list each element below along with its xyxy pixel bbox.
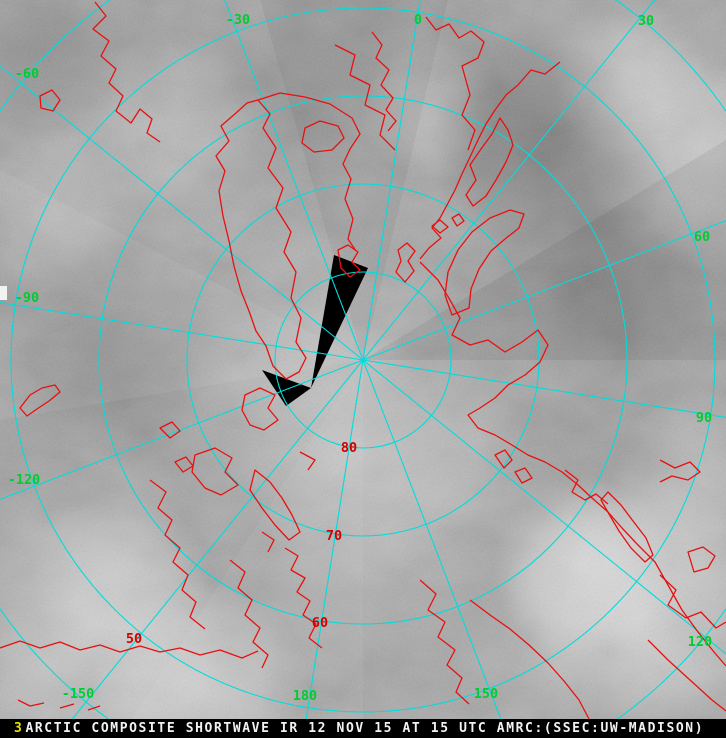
meridian-line <box>362 359 509 738</box>
missing-data-wedge <box>311 255 368 388</box>
lon-label: 120 <box>688 634 712 650</box>
meridian-line <box>0 359 364 500</box>
lon-label: 60 <box>694 229 710 245</box>
meridian-line <box>362 0 656 361</box>
lon-label: 180 <box>293 688 317 704</box>
grid-labels: 0 30 60 90 120 150 180 -150 -120 -90 -60 -30 80 70 60 5… <box>8 12 712 704</box>
coastline-lake-baikal <box>600 491 726 629</box>
coastline-bering-islands <box>261 531 275 553</box>
coastline-kamchatka-east <box>647 639 726 712</box>
missing-data-wedges <box>262 255 368 406</box>
latitude-circle-80 <box>274 271 452 449</box>
coastline-iceland <box>301 120 345 153</box>
meridian-line <box>302 359 364 738</box>
lon-label: 150 <box>474 686 498 702</box>
caption-text: ARCTIC COMPOSITE SHORTWAVE IR 12 NOV 15 … <box>25 721 705 736</box>
lat-label: 80 <box>341 440 357 456</box>
coastline-alaska-interior <box>149 479 206 630</box>
lon-label: -30 <box>226 12 250 28</box>
coastline-novaya-zemlya <box>444 209 525 316</box>
image-artifact <box>0 286 7 300</box>
lon-label: -90 <box>15 290 39 306</box>
coastline-kamchatka <box>419 579 470 705</box>
coastline-alaska-south <box>0 640 259 659</box>
coastline-peary-land <box>337 244 361 278</box>
coastline-north-sea-coast <box>334 44 396 151</box>
coastline-ellesmere <box>241 387 279 431</box>
coastline-lake-winnipeg <box>19 384 61 417</box>
coastline-greenland-east <box>215 99 307 380</box>
lon-label: -120 <box>8 472 41 488</box>
coastline-overlay <box>0 1 726 720</box>
meridian-line <box>362 220 726 361</box>
white-artifact <box>0 286 7 300</box>
lon-label: 0 <box>414 12 422 28</box>
frame-number-label: 3 <box>14 721 24 736</box>
meridian-line <box>362 359 726 655</box>
meridian-line <box>0 65 364 361</box>
coastline-britain <box>371 31 397 132</box>
coastline-bothnia <box>465 117 514 207</box>
coastline-okhotsk-coast <box>469 599 590 720</box>
coastline-gulf-island <box>39 89 61 112</box>
coastline-archipelago-bits <box>159 421 316 473</box>
coastline-newfoundland <box>92 1 161 143</box>
meridian-line <box>362 0 421 361</box>
coastline-russia-coast <box>419 261 726 667</box>
meridian-line <box>224 0 364 361</box>
coastline-norway-coast <box>419 61 561 260</box>
meridian-line <box>56 359 364 738</box>
missing-data-wedge <box>262 370 311 406</box>
coastline-greenland-north <box>257 92 361 252</box>
coastline-victoria-banks <box>191 447 239 496</box>
coastline-baffin <box>249 469 301 541</box>
coastline-severnaya-zemlya <box>494 449 533 484</box>
lat-label: 60 <box>312 615 328 631</box>
lon-label: -150 <box>62 686 95 702</box>
coastline-kolyma-rivers <box>659 459 701 483</box>
coastline-europe-coast <box>425 16 485 151</box>
lon-label: 90 <box>696 410 712 426</box>
caption-bar: 3 ARCTIC COMPOSITE SHORTWAVE IR 12 NOV 15… <box>0 719 726 738</box>
coastline-svalbard <box>395 242 416 283</box>
coastline-asia-lake <box>687 546 716 573</box>
meridian-line <box>0 301 364 361</box>
coastline-lena-rivers <box>564 469 609 505</box>
lon-label: -60 <box>15 66 39 82</box>
latitude-circle-60 <box>98 95 628 625</box>
lat-label: 50 <box>126 631 142 647</box>
lon-label: 30 <box>638 13 654 29</box>
lat-label: 70 <box>326 528 342 544</box>
latitude-circle-50 <box>10 7 716 713</box>
coastline-chukotka <box>284 547 323 649</box>
latitude-circle-70 <box>186 183 540 537</box>
coastline-aleutians <box>17 699 101 711</box>
coastline-franz-josef <box>431 213 465 234</box>
coastline-hudson-coast <box>229 559 269 669</box>
